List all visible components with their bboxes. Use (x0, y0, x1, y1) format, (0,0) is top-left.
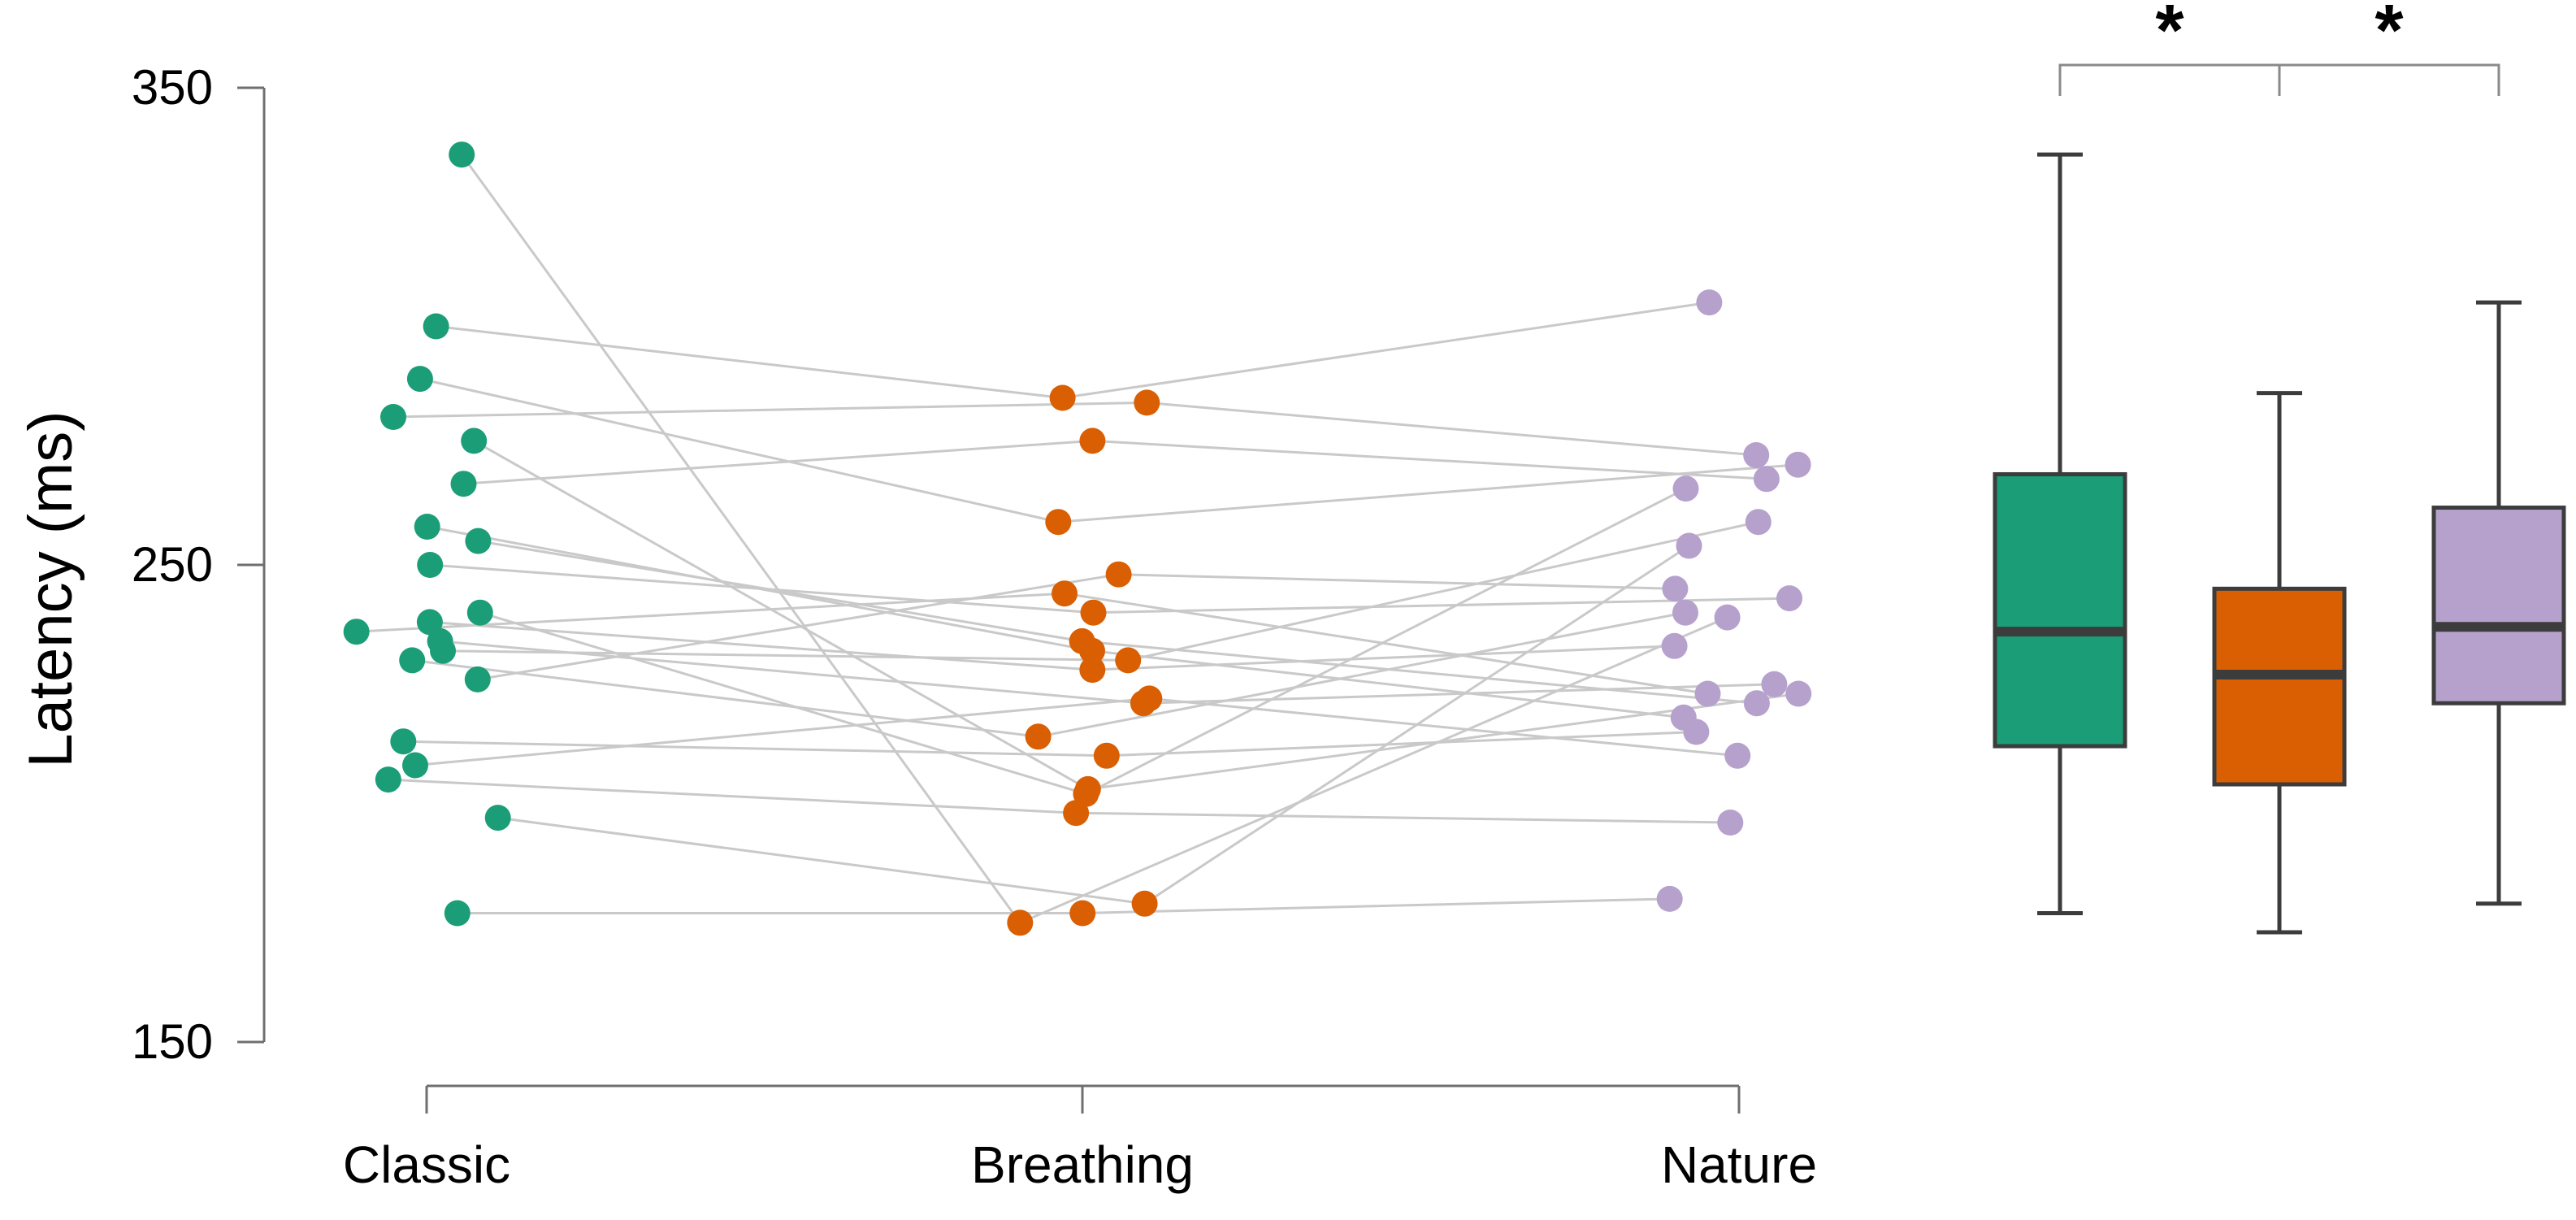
subject-line (497, 545, 1690, 905)
point-nature (1672, 475, 1699, 502)
point-classic (464, 666, 491, 692)
point-breathing (1079, 657, 1106, 684)
point-nature (1696, 289, 1723, 316)
point-nature (1776, 585, 1802, 612)
boxplot-breathing (2212, 391, 2347, 935)
point-breathing (1080, 599, 1107, 626)
point-nature (1656, 885, 1683, 912)
point-classic (423, 313, 449, 340)
point-breathing (1136, 685, 1163, 712)
point-classic (416, 609, 443, 636)
point-breathing (1073, 780, 1099, 807)
x-tick-label: Breathing (971, 1135, 1194, 1194)
subject-line (457, 897, 1670, 914)
point-nature (1662, 575, 1689, 602)
point-classic (430, 637, 456, 664)
iqr-box (2212, 586, 2347, 787)
point-breathing (1115, 647, 1142, 674)
boxplot-nature (2431, 300, 2566, 906)
point-nature (1683, 719, 1710, 745)
axes: 150 250 350 Classic Breathing Nature (132, 60, 1817, 1194)
y-tick-label: 250 (132, 537, 213, 592)
point-breathing (1105, 561, 1132, 588)
x-tick-label: Nature (1661, 1135, 1817, 1194)
x-tick-label: Classic (343, 1135, 510, 1194)
point-breathing (1093, 742, 1120, 769)
data-points (343, 141, 1812, 936)
point-classic (375, 766, 401, 793)
point-classic (450, 471, 477, 497)
point-nature (1745, 509, 1772, 536)
subject-line (427, 525, 1684, 719)
bracket-line (2278, 63, 2500, 96)
point-classic (399, 647, 426, 674)
point-classic (380, 404, 406, 430)
point-classic (417, 552, 444, 578)
point-breathing (1007, 910, 1034, 936)
iqr-box (1993, 471, 2127, 749)
point-classic (343, 619, 370, 645)
point-nature (1724, 742, 1751, 769)
boxplots (1993, 152, 2566, 935)
point-breathing (1079, 428, 1106, 454)
point-classic (466, 599, 493, 626)
point-breathing (1131, 890, 1158, 917)
significance-bracket: * (2278, 0, 2500, 96)
subject-line (419, 377, 1798, 523)
subject-line (460, 154, 1728, 925)
point-nature (1743, 690, 1770, 717)
point-classic (449, 141, 475, 168)
point-classic (444, 900, 471, 927)
point-breathing (1052, 580, 1078, 607)
point-classic (484, 805, 511, 831)
point-nature (1743, 442, 1770, 468)
point-breathing (1069, 900, 1096, 927)
y-tick-label: 350 (132, 60, 213, 115)
y-axis-label: Latency (ms) (16, 410, 85, 767)
point-breathing (1045, 509, 1072, 536)
point-nature (1694, 680, 1721, 707)
point-nature (1717, 810, 1744, 836)
significance-star: * (2374, 0, 2403, 72)
significance-brackets: * * (2058, 0, 2500, 96)
subject-line (442, 520, 1759, 662)
point-nature (1714, 604, 1741, 631)
subject-line (392, 401, 1757, 457)
point-nature (1761, 671, 1788, 697)
point-breathing (1069, 627, 1095, 654)
point-classic (390, 728, 417, 755)
point-breathing (1025, 723, 1052, 750)
y-tick-label: 150 (132, 1014, 213, 1069)
point-nature (1672, 599, 1698, 626)
point-nature (1676, 532, 1702, 559)
subject-line (463, 439, 1767, 485)
point-nature (1785, 680, 1812, 707)
point-classic (414, 514, 440, 540)
significance-star: * (2155, 0, 2184, 72)
point-breathing (1049, 384, 1076, 411)
point-nature (1661, 632, 1688, 659)
point-classic (465, 528, 492, 554)
boxplot-classic (1993, 152, 2127, 916)
point-nature (1753, 466, 1780, 493)
subject-line (429, 620, 1675, 671)
point-breathing (1134, 389, 1160, 416)
point-classic (406, 366, 433, 393)
significance-bracket: * (2058, 0, 2281, 96)
point-classic (461, 428, 488, 454)
point-nature (1785, 451, 1811, 478)
point-classic (402, 752, 428, 779)
iqr-box (2431, 506, 2566, 706)
